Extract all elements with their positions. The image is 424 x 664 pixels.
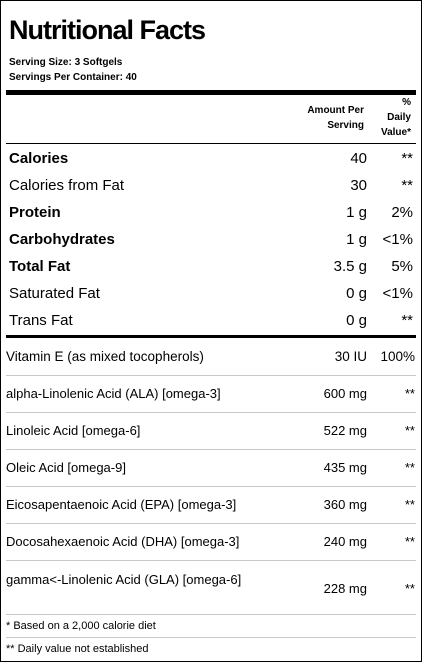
supplement-label: Oleic Acid [omega-9] [6,460,126,475]
footnote-daily-value: ** Daily value not established [6,643,149,655]
supplement-label: Eicosapentaenoic Acid (EPA) [omega-3] [6,497,237,512]
header-dv-line3: Value* [380,127,411,138]
supplement-daily-value: 100% [380,349,415,364]
nutrient-daily-value: <1% [382,231,413,248]
nutrient-daily-value: <1% [382,285,413,302]
nutrient-label: Total Fat [9,258,71,275]
nutrient-amount: 3.5 g [333,258,367,275]
row-divider [6,375,416,376]
supplement-amount: 435 mg [323,460,367,475]
daily-value-header: % Daily Value* [381,95,411,140]
supplement-amount: 240 mg [323,534,367,549]
nutrient-label: Saturated Fat [9,285,100,302]
supplement-daily-value: ** [404,581,415,596]
supplement-amount: 522 mg [323,423,367,438]
nutrient-daily-value: 5% [391,258,413,275]
supplement-amount: 360 mg [323,497,367,512]
nutrient-amount: 1 g [346,231,367,248]
amount-per-serving-header: Amount Per Serving [307,103,364,133]
supplement-label: Vitamin E (as mixed tocopherols) [6,349,204,364]
nutrient-amount: 1 g [346,204,367,221]
row-divider [6,486,416,487]
supplement-amount: 228 mg [323,581,367,596]
nutrient-daily-value: ** [401,312,413,329]
supplement-amount: 30 IU [334,349,367,364]
nutrient-label: Carbohydrates [9,231,115,248]
header-amount-line1: Amount Per [307,105,364,116]
footnote-calorie-diet: * Based on a 2,000 calorie diet [6,620,156,632]
supplement-daily-value: ** [404,534,415,549]
serving-size: Serving Size: 3 Softgels [9,57,123,68]
supplement-daily-value: ** [404,386,415,401]
header-dv-line1: % [402,97,411,108]
supplement-label: Linoleic Acid [omega-6] [6,423,141,438]
supplement-label: gamma<-Linolenic Acid (GLA) [omega-6] [6,572,242,587]
header-amount-line2: Serving [327,120,364,131]
row-divider [6,523,416,524]
row-divider [6,560,416,561]
nutrient-label: Calories from Fat [9,177,125,194]
row-divider [6,614,416,615]
row-divider [6,449,416,450]
header-divider [6,143,416,144]
nutrient-label: Trans Fat [9,312,73,329]
thick-divider [6,90,416,95]
supplement-amount: 600 mg [323,386,367,401]
nutrient-amount: 0 g [346,285,367,302]
row-divider [6,637,416,638]
supplement-label: Docosahexaenoic Acid (DHA) [omega-3] [6,534,240,549]
nutrient-amount: 30 [350,177,367,194]
nutrient-amount: 40 [350,150,367,167]
supplement-daily-value: ** [404,497,415,512]
panel-title: Nutritional Facts [9,15,206,45]
row-divider [6,412,416,413]
servings-per-container: Servings Per Container: 40 [9,72,137,83]
nutrient-label: Calories [9,150,69,167]
supplement-daily-value: ** [404,460,415,475]
header-dv-line2: Daily [387,112,411,123]
nutrient-amount: 0 g [346,312,367,329]
nutrient-daily-value: ** [401,177,413,194]
nutrient-label: Protein [9,204,61,221]
supplement-label: alpha-Linolenic Acid (ALA) [omega-3] [6,386,221,401]
supplement-daily-value: ** [404,423,415,438]
thick-divider [6,335,416,338]
nutrient-daily-value: 2% [391,204,413,221]
nutrient-daily-value: ** [401,150,413,167]
